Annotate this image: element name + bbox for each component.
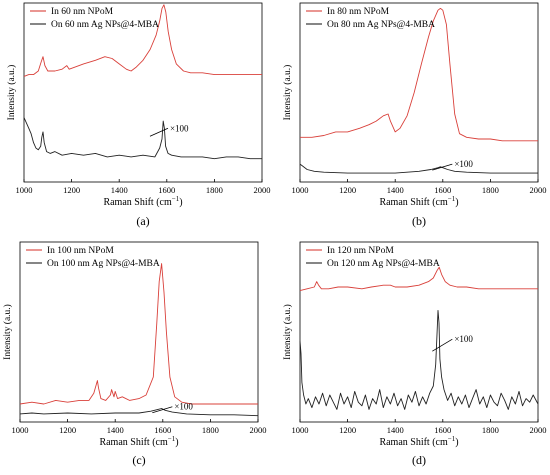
x-axis-label-superscript: −1 <box>172 195 180 203</box>
x-tick-label: 1000 <box>292 185 309 195</box>
x-tick-label: 1800 <box>482 425 499 435</box>
x-tick-label: 1400 <box>107 425 124 435</box>
x-axis-label-close: ) <box>455 437 458 448</box>
panel-label: (c) <box>132 453 145 467</box>
x-tick-label: 1800 <box>482 185 499 195</box>
series-line-ag-nps <box>19 408 259 417</box>
plot-frame <box>23 2 263 183</box>
series-line-ag-nps <box>23 117 262 160</box>
x-axis-label-superscript: −1 <box>168 435 176 443</box>
x-tick-label: 1600 <box>434 185 451 195</box>
x-tick-label: 1200 <box>59 425 76 435</box>
x-tick-label: 2000 <box>254 185 271 195</box>
series-line-npom <box>19 263 258 405</box>
series-line-ag-nps <box>299 163 538 174</box>
x-axis-label-superscript: −1 <box>448 195 456 203</box>
panel-label: (b) <box>412 214 426 228</box>
x-tick-label: 1800 <box>206 185 223 195</box>
legend-label: On 80 nm Ag NPs@4-MBA <box>327 20 435 30</box>
x-axis-label-main: Raman Shift (cm <box>99 437 168 448</box>
annotation-arrow <box>149 127 169 137</box>
series-line-npom <box>300 7 538 142</box>
plot-frame <box>299 2 539 183</box>
annotation-label: ×100 <box>454 159 473 169</box>
x-tick-label: 1000 <box>12 425 29 435</box>
x-axis-label: Raman Shift (cm−1) <box>379 195 458 208</box>
x-tick-label: 1200 <box>339 425 356 435</box>
chart-panel-d: 1000 1200 1400 1600 1800 2000 Raman Shift (cm−… <box>282 241 547 467</box>
annotation-label: ×100 <box>170 123 189 133</box>
x-tick-label: 1600 <box>154 425 171 435</box>
annotation-arrow <box>432 163 453 171</box>
x-tick-label: 1400 <box>387 425 404 435</box>
panel-label: (a) <box>136 214 149 228</box>
x-axis-label: Raman Shift (cm−1) <box>379 435 458 448</box>
x-axis-label-close: ) <box>179 197 182 208</box>
annotation-label: ×100 <box>454 334 473 344</box>
x-axis-label-main: Raman Shift (cm <box>103 197 172 208</box>
legend-label: On 120 nm Ag NPs@4-MBA <box>327 259 440 269</box>
x-tick-label: 1000 <box>292 425 309 435</box>
x-tick-label: 1000 <box>16 185 33 195</box>
x-axis-label: Raman Shift (cm−1) <box>103 195 182 208</box>
x-axis-label-superscript: −1 <box>448 435 456 443</box>
plot-frame <box>299 241 539 423</box>
y-axis-label: Intensity (a.u.) <box>282 65 293 121</box>
x-tick-label: 1200 <box>339 185 356 195</box>
series-line-ag-nps <box>299 309 539 410</box>
series-line-npom <box>23 4 262 77</box>
panel-label: (d) <box>412 453 426 467</box>
x-tick-label: 1600 <box>434 425 451 435</box>
legend-label: In 120 nm NPoM <box>327 246 394 256</box>
legend-label: On 100 nm Ag NPs@4-MBA <box>47 259 160 269</box>
plot-frame <box>19 241 259 423</box>
legend-label: In 100 nm NPoM <box>47 246 114 256</box>
x-tick-label: 1200 <box>63 185 80 195</box>
y-axis-label: Intensity (a.u.) <box>2 304 13 360</box>
x-axis-label-main: Raman Shift (cm <box>379 437 448 448</box>
x-tick-label: 2000 <box>530 185 547 195</box>
x-axis-label-close: ) <box>455 197 458 208</box>
legend-label: On 60 nm Ag NPs@4-MBA <box>51 20 159 30</box>
x-tick-label: 1400 <box>111 185 128 195</box>
x-tick-label: 2000 <box>250 425 267 435</box>
x-tick-label: 1600 <box>158 185 175 195</box>
chart-panel-c: 1000 1200 1400 1600 1800 2000 Raman Shift (cm−… <box>2 241 267 467</box>
legend-label: In 60 nm NPoM <box>51 7 114 17</box>
annotation-arrow <box>152 406 173 414</box>
annotation-arrow <box>432 338 453 352</box>
x-tick-label: 2000 <box>530 425 547 435</box>
x-axis-label: Raman Shift (cm−1) <box>99 435 178 448</box>
series-line-npom <box>299 266 538 292</box>
x-tick-label: 1400 <box>387 185 404 195</box>
chart-panel-b: 1000 1200 1400 1600 1800 2000 Raman Shift (cm−… <box>282 2 547 228</box>
annotation-label: ×100 <box>174 402 193 412</box>
chart-panel-a: 1000 1200 1400 1600 1800 2000 Raman Shift (cm−… <box>6 2 271 228</box>
y-axis-label: Intensity (a.u.) <box>6 65 17 121</box>
x-tick-label: 1800 <box>202 425 219 435</box>
x-axis-label-close: ) <box>175 437 178 448</box>
y-axis-label: Intensity (a.u.) <box>282 304 293 360</box>
legend-label: In 80 nm NPoM <box>327 7 390 17</box>
x-axis-label-main: Raman Shift (cm <box>379 197 448 208</box>
